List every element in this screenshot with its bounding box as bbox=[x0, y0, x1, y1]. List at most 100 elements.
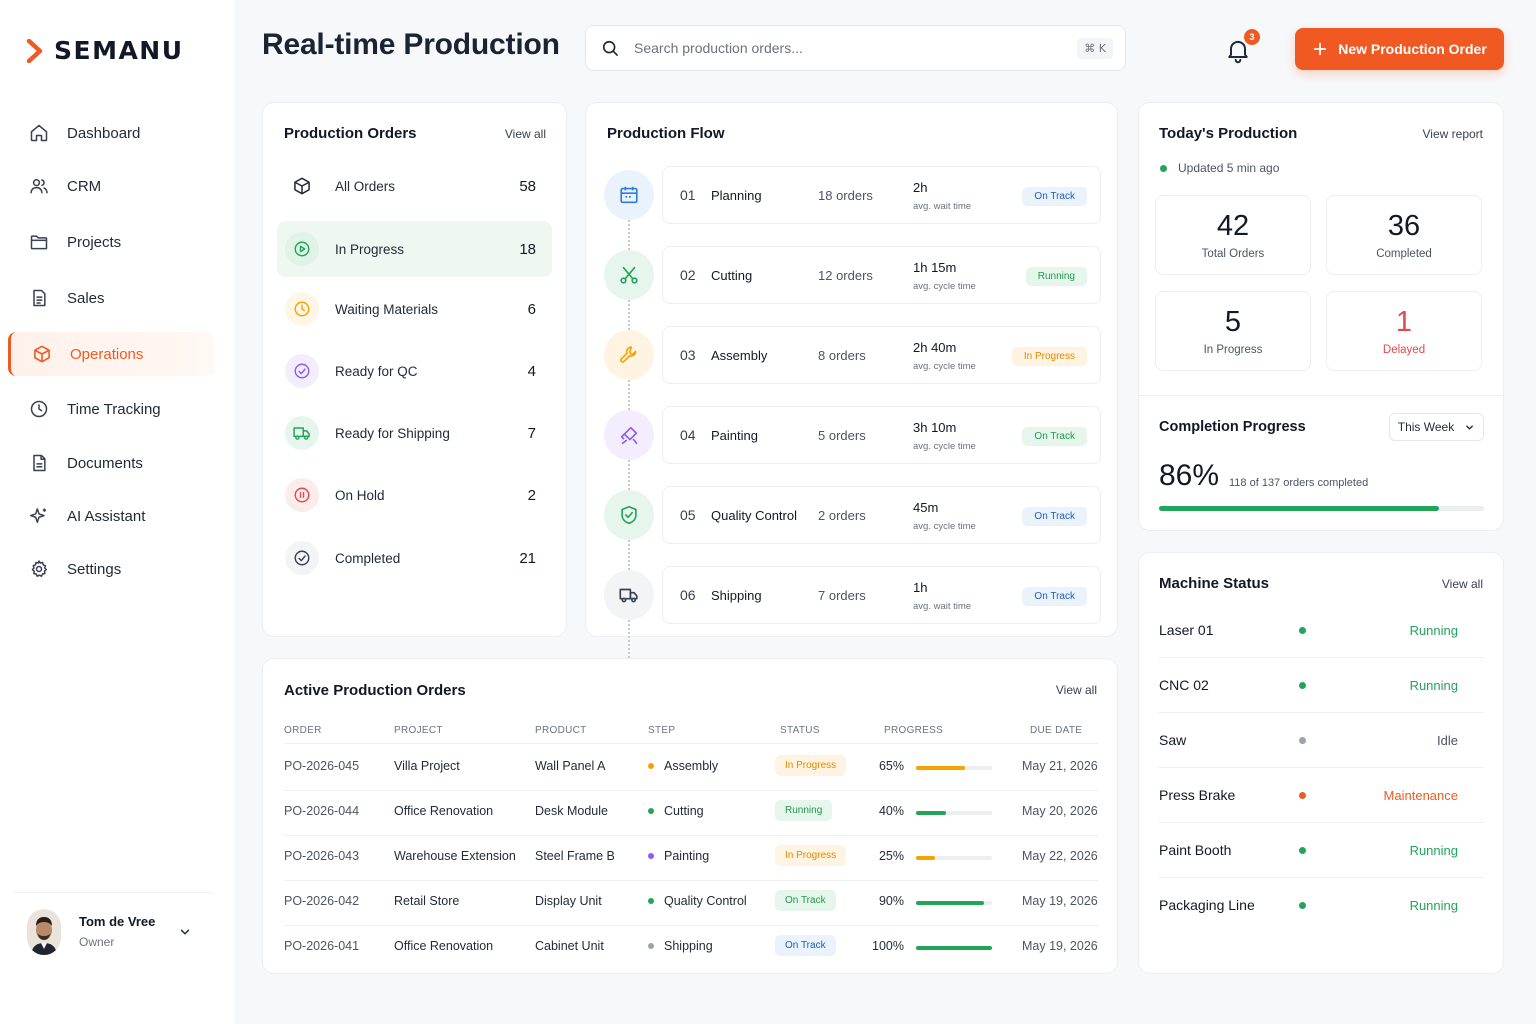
table-header-cell: PRODUCT bbox=[535, 725, 587, 736]
machine-status: Running bbox=[1409, 843, 1458, 858]
step-name: Shipping bbox=[664, 939, 713, 953]
brand-logo[interactable]: SEMANU bbox=[26, 36, 184, 65]
pause-icon bbox=[285, 478, 319, 512]
machine-row[interactable]: Press Brake Maintenance bbox=[1139, 780, 1503, 820]
progress-bar-fill bbox=[916, 811, 947, 815]
notification-bell-icon[interactable] bbox=[1224, 36, 1252, 64]
order-id: PO-2026-045 bbox=[284, 759, 360, 773]
status-badge: On Track bbox=[1022, 187, 1087, 206]
sidebar-item-dashboard[interactable]: Dashboard bbox=[8, 111, 214, 155]
flow-step-quality-control[interactable]: 05 Quality Control 2 orders 45m avg. cyc… bbox=[662, 486, 1101, 544]
step-dot bbox=[648, 897, 654, 904]
notification-badge: 3 bbox=[1244, 29, 1260, 45]
sidebar-item-sales[interactable]: Sales bbox=[8, 276, 214, 320]
product-name: Display Unit bbox=[535, 894, 602, 908]
flow-step-number: 04 bbox=[680, 427, 696, 443]
machine-row[interactable]: Saw Idle bbox=[1139, 725, 1503, 765]
cube-icon bbox=[31, 343, 53, 365]
flow-step-planning[interactable]: 01 Planning 18 orders 2h avg. wait time … bbox=[662, 166, 1101, 224]
order-id: PO-2026-042 bbox=[284, 894, 360, 908]
machine-row[interactable]: Laser 01 Running bbox=[1139, 615, 1503, 655]
sidebar-item-label: Settings bbox=[67, 560, 122, 578]
project-name: Office Renovation bbox=[394, 804, 494, 818]
progress-bar bbox=[916, 946, 992, 950]
flow-step-painting[interactable]: 04 Painting 5 orders 3h 10m avg. cycle t… bbox=[662, 406, 1101, 464]
machine-row[interactable]: Packaging Line Running bbox=[1139, 890, 1503, 930]
sidebar-item-projects[interactable]: Projects bbox=[8, 220, 214, 264]
truck-icon bbox=[604, 570, 654, 620]
todays-production-card: Today's Production View report Updated 5… bbox=[1138, 102, 1504, 531]
stat-delayed: 1 Delayed bbox=[1326, 291, 1482, 371]
sidebar-item-documents[interactable]: Documents bbox=[8, 441, 214, 485]
product-name: Desk Module bbox=[535, 804, 608, 818]
table-row[interactable]: PO-2026-044 Office Renovation Desk Module C… bbox=[263, 800, 1119, 832]
progress-value: 90% bbox=[878, 894, 904, 908]
new-production-order-button[interactable]: New Production Order bbox=[1295, 28, 1504, 70]
order-filter-waiting-materials[interactable]: Waiting Materials 6 bbox=[277, 283, 552, 335]
view-all-link[interactable]: View all bbox=[1055, 683, 1097, 697]
flow-step-shipping[interactable]: 06 Shipping 7 orders 1h avg. wait time O… bbox=[662, 566, 1101, 624]
order-filter-in-progress[interactable]: In Progress 18 bbox=[277, 221, 552, 277]
order-filter-label: In Progress bbox=[335, 241, 405, 257]
home-icon bbox=[28, 122, 50, 144]
flow-step-cutting[interactable]: 02 Cutting 12 orders 1h 15m avg. cycle t… bbox=[662, 246, 1101, 304]
view-report-link[interactable]: View report bbox=[1422, 127, 1483, 141]
card-title: Active Production Orders bbox=[284, 682, 466, 699]
machine-status: Idle bbox=[1437, 733, 1458, 748]
stat-value: 1 bbox=[1395, 306, 1413, 338]
table-row[interactable]: PO-2026-043 Warehouse Extension Steel Fram… bbox=[263, 845, 1119, 877]
status-badge: On Track bbox=[1022, 587, 1087, 606]
order-filter-all[interactable]: All Orders 58 bbox=[277, 160, 552, 212]
stat-value: 36 bbox=[1387, 210, 1421, 242]
step-cell: Assembly bbox=[648, 759, 718, 773]
table-row[interactable]: PO-2026-041 Office Renovation Cabinet Unit… bbox=[263, 935, 1119, 967]
step-name: Cutting bbox=[664, 804, 704, 818]
progress-bar bbox=[916, 901, 992, 905]
flow-step-assembly[interactable]: 03 Assembly 8 orders 2h 40m avg. cycle t… bbox=[662, 326, 1101, 384]
folder-icon bbox=[28, 231, 50, 253]
machine-status-card: Machine Status View all Laser 01 Running C… bbox=[1138, 552, 1504, 974]
machine-name: Saw bbox=[1159, 732, 1187, 748]
period-select[interactable]: This Week bbox=[1389, 413, 1484, 441]
sidebar-item-settings[interactable]: Settings bbox=[8, 547, 214, 591]
search-input[interactable]: Search production orders... ⌘ K bbox=[585, 25, 1126, 71]
search-icon bbox=[600, 38, 620, 58]
sidebar-item-operations[interactable]: Operations bbox=[8, 332, 214, 376]
sidebar-item-label: Dashboard bbox=[67, 124, 141, 142]
table-row[interactable]: PO-2026-045 Villa Project Wall Panel A Asse… bbox=[263, 755, 1119, 787]
document-icon bbox=[28, 287, 50, 309]
step-dot bbox=[648, 942, 654, 949]
order-filter-ready-for-qc[interactable]: Ready for QC 4 bbox=[277, 345, 552, 397]
order-filter-on-hold[interactable]: On Hold 2 bbox=[277, 469, 552, 521]
chevron-down-icon[interactable] bbox=[178, 925, 192, 939]
status-badge: Running bbox=[775, 800, 833, 821]
order-filter-ready-for-shipping[interactable]: Ready for Shipping 7 bbox=[277, 407, 552, 459]
status-badge: On Track bbox=[1022, 507, 1087, 526]
machine-row[interactable]: CNC 02 Running bbox=[1139, 670, 1503, 710]
divider bbox=[284, 835, 1099, 836]
table-row[interactable]: PO-2026-042 Retail Store Display Unit Quali… bbox=[263, 890, 1119, 922]
order-filter-count: 18 bbox=[519, 240, 536, 258]
view-all-link[interactable]: View all bbox=[504, 127, 546, 141]
table-header-cell: DUE DATE bbox=[1030, 725, 1083, 736]
play-icon bbox=[285, 232, 319, 266]
sidebar-item-time-tracking[interactable]: Time Tracking bbox=[8, 387, 214, 431]
flow-step-number: 02 bbox=[680, 267, 696, 283]
card-title: Production Flow bbox=[607, 125, 725, 142]
flow-step-time: 2h bbox=[913, 180, 928, 195]
plus-icon bbox=[1312, 41, 1328, 57]
sparkle-icon bbox=[28, 505, 50, 527]
machine-row[interactable]: Paint Booth Running bbox=[1139, 835, 1503, 875]
order-filter-label: Ready for Shipping bbox=[335, 425, 450, 441]
sidebar-item-ai-assistant[interactable]: AI Assistant bbox=[8, 494, 214, 538]
view-all-link[interactable]: View all bbox=[1441, 577, 1483, 591]
user-profile-card[interactable]: Tom de Vree Owner bbox=[14, 892, 212, 970]
order-filter-completed[interactable]: Completed 21 bbox=[277, 532, 552, 584]
machine-status-dot bbox=[1299, 902, 1306, 909]
keyboard-shortcut-badge: ⌘ K bbox=[1077, 37, 1113, 59]
sidebar-item-crm[interactable]: CRM bbox=[8, 164, 214, 208]
product-name: Wall Panel A bbox=[535, 759, 606, 773]
divider bbox=[1159, 712, 1484, 713]
card-title: Machine Status bbox=[1159, 575, 1270, 592]
flow-step-time-label: avg. cycle time bbox=[913, 521, 976, 532]
